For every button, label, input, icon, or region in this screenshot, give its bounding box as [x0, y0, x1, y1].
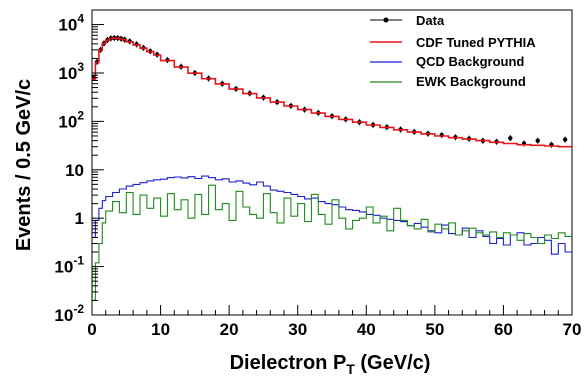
data-point [562, 137, 568, 142]
x-tick-label: 60 [494, 320, 513, 339]
x-axis-title-unit: (GeV/c) [355, 352, 431, 374]
y-tick-label: 1 [75, 209, 84, 228]
y-tick-exponent: -2 [73, 302, 84, 316]
series-layer [91, 34, 572, 301]
x-tick-label: 50 [425, 320, 444, 339]
legend-label-pythia: CDF Tuned PYTHIA [416, 35, 536, 50]
legend-label-data: Data [416, 13, 445, 28]
data-point [508, 135, 513, 141]
y-tick-base: 10 [54, 306, 73, 325]
y-tick-base: 10 [58, 64, 77, 83]
data-point [535, 138, 540, 143]
y-tick-label: 10 [65, 161, 84, 180]
y-tick-label: 10-2 [54, 302, 84, 325]
y-tick-label: 104 [58, 12, 84, 35]
legend-marker-data [383, 17, 389, 23]
y-tick-base: 10 [58, 112, 77, 131]
plot-frame [91, 9, 573, 316]
x-tick-label: 40 [357, 320, 376, 339]
y-tick-label: 103 [58, 60, 84, 83]
x-tick-label: 70 [563, 320, 582, 339]
y-axis-title: Events / 0.5 GeV/c [13, 79, 35, 251]
x-axis-title-main: Dielectron P [230, 352, 347, 374]
x-tick-label: 20 [220, 320, 239, 339]
series-ewk-background [92, 184, 572, 301]
x-axis-title-subscript: T [346, 361, 355, 377]
y-tick-label: 10-1 [54, 254, 84, 277]
x-tick-label: 30 [288, 320, 307, 339]
series-qcd-background [92, 175, 572, 255]
y-tick-exponent: 4 [77, 12, 84, 26]
y-tick-base: 10 [58, 16, 77, 35]
legend-label-ewk: EWK Background [416, 74, 526, 89]
x-tick-label: 10 [151, 320, 170, 339]
legend-label-qcd: QCD Background [416, 54, 524, 69]
y-tick-label: 102 [58, 108, 84, 131]
x-tick-label: 0 [87, 320, 96, 339]
legend: Data CDF Tuned PYTHIA QCD Background EWK… [370, 13, 536, 89]
y-tick-base: 10 [54, 258, 73, 277]
y-tick-exponent: 3 [77, 60, 84, 74]
series-cdf-tuned-pythia [92, 37, 572, 148]
y-tick-exponent: 2 [77, 108, 84, 122]
x-axis-title: Dielectron PT (GeV/c) [230, 352, 431, 377]
series-data [91, 34, 568, 148]
y-tick-exponent: -1 [73, 254, 84, 268]
